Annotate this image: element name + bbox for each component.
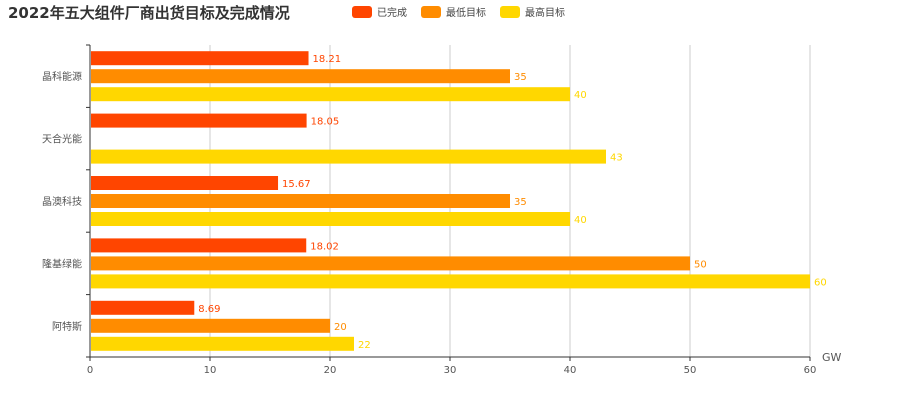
x-tick-label: 50 [684,365,697,376]
data-label: 43 [610,153,623,164]
bar [91,256,690,271]
bar [91,69,510,84]
bar [91,87,570,102]
bar [91,176,279,190]
category-label: 阿特斯 [52,320,82,333]
bar [91,238,307,253]
category-label: 晶澳科技 [42,195,82,208]
data-label: 15.67 [282,179,311,190]
data-label: 40 [574,215,587,226]
legend-label: 最高目标 [525,8,565,19]
data-label: 50 [694,259,707,270]
legend-item[interactable]: 已完成 [352,4,407,19]
bar [91,149,606,164]
data-label: 20 [334,322,347,333]
legend-swatch [352,5,372,18]
x-tick-label: 60 [804,365,817,376]
bar [91,113,307,128]
x-tick-label: 20 [324,365,337,376]
legend-item[interactable]: 最低目标 [421,4,486,19]
bar [91,194,510,208]
data-label: 18.05 [311,117,340,128]
data-label: 40 [574,90,587,101]
data-label: 8.69 [198,304,220,315]
category-label: 晶科能源 [42,70,82,83]
legend-swatch [500,5,520,18]
legend-label: 已完成 [377,8,407,19]
legend: 已完成 最低目标 最高目标 [352,4,565,19]
bar [91,318,330,333]
data-label: 22 [358,340,371,351]
legend-swatch [421,5,441,18]
bar [91,212,570,226]
bar [91,51,309,66]
category-label: 天合光能 [42,133,82,146]
data-label: 18.21 [313,54,342,65]
data-label: 35 [514,197,527,208]
bar [91,274,810,289]
data-label: 60 [814,277,827,288]
bar [91,300,195,315]
x-tick-label: 0 [87,365,93,376]
x-tick-label: 40 [564,365,577,376]
x-axis-label: GW [822,351,842,364]
category-label: 隆基绿能 [42,257,82,270]
x-tick-label: 30 [444,365,457,376]
data-label: 35 [514,72,527,83]
x-tick-label: 10 [204,365,217,376]
legend-item[interactable]: 最高目标 [500,4,565,19]
bar [91,336,354,351]
chart-title: 2022年五大组件厂商出货目标及完成情况 [8,4,290,22]
data-label: 18.02 [310,241,339,252]
legend-label: 最低目标 [446,8,486,19]
